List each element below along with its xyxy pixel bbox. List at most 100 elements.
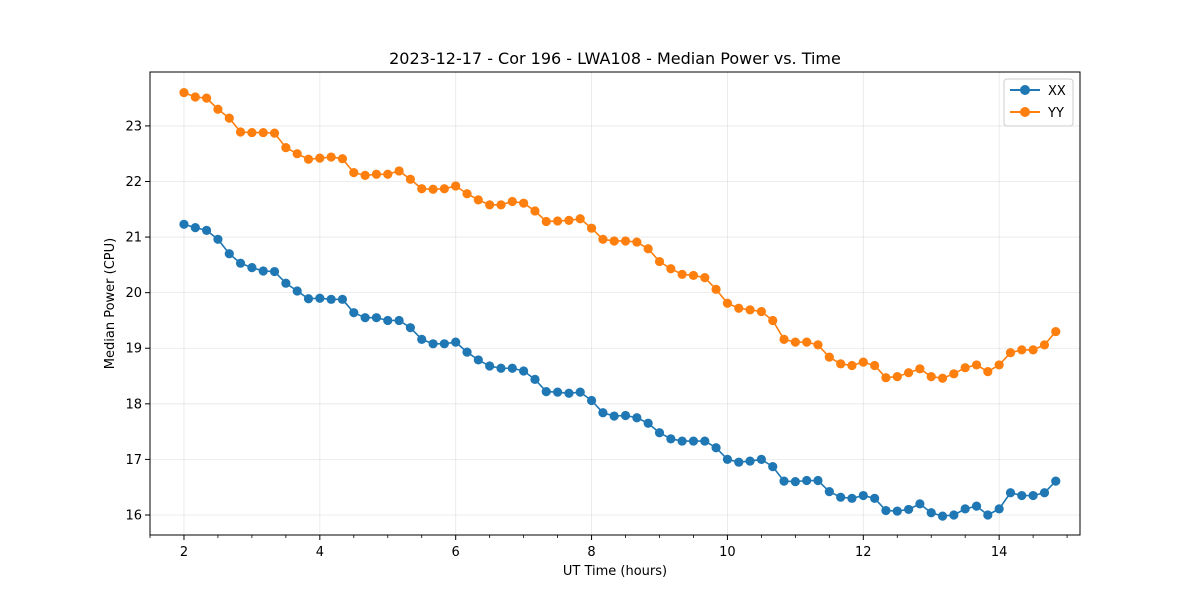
data-point-yy bbox=[870, 360, 880, 371]
y-tick-label: 19 bbox=[125, 342, 142, 357]
x-tick-label: 6 bbox=[452, 545, 460, 560]
x-tick-label: 8 bbox=[587, 545, 595, 560]
data-point-yy bbox=[745, 305, 755, 315]
data-point-xx bbox=[881, 505, 891, 516]
data-point-yy bbox=[1039, 340, 1050, 350]
data-point-yy bbox=[632, 237, 642, 247]
data-point-xx bbox=[394, 315, 404, 326]
data-point-yy bbox=[269, 128, 280, 138]
data-point-yy bbox=[485, 200, 495, 210]
data-point-yy bbox=[937, 373, 948, 383]
data-point-xx bbox=[519, 366, 529, 376]
data-point-yy bbox=[179, 87, 189, 98]
data-point-yy bbox=[756, 306, 767, 317]
data-point-xx bbox=[734, 457, 744, 467]
data-point-xx bbox=[428, 339, 438, 349]
data-point-yy bbox=[292, 149, 302, 159]
data-point-xx bbox=[349, 308, 359, 318]
data-point-xx bbox=[439, 339, 449, 349]
data-point-yy bbox=[428, 184, 438, 194]
data-point-yy bbox=[1028, 345, 1038, 355]
data-point-yy bbox=[802, 337, 812, 347]
data-point-xx bbox=[915, 499, 925, 509]
data-point-yy bbox=[960, 363, 970, 373]
data-point-yy bbox=[881, 373, 891, 383]
data-point-yy bbox=[971, 360, 982, 370]
data-point-yy bbox=[904, 368, 914, 378]
data-point-yy bbox=[417, 184, 427, 194]
data-point-xx bbox=[564, 388, 574, 398]
data-point-xx bbox=[383, 315, 393, 326]
data-point-xx bbox=[485, 361, 495, 371]
data-point-xx bbox=[654, 428, 665, 438]
data-point-xx bbox=[620, 410, 631, 421]
data-point-yy bbox=[315, 153, 325, 163]
data-point-xx bbox=[201, 225, 212, 236]
data-point-xx bbox=[768, 462, 778, 472]
data-point-xx bbox=[949, 510, 959, 520]
data-point-xx bbox=[473, 355, 483, 365]
data-point-xx bbox=[677, 436, 687, 446]
data-point-xx bbox=[292, 286, 302, 296]
data-point-xx bbox=[971, 501, 982, 511]
data-point-xx bbox=[190, 223, 200, 233]
data-point-yy bbox=[553, 216, 563, 226]
data-point-yy bbox=[847, 360, 857, 371]
data-point-xx bbox=[417, 334, 427, 344]
data-point-xx bbox=[1005, 488, 1016, 498]
data-point-yy bbox=[824, 352, 834, 362]
x-tick-label: 14 bbox=[991, 545, 1008, 560]
data-point-xx bbox=[553, 387, 563, 397]
data-point-xx bbox=[303, 294, 314, 304]
data-point-yy bbox=[688, 270, 699, 281]
data-point-xx bbox=[258, 266, 268, 276]
data-point-xx bbox=[315, 293, 325, 303]
data-point-xx bbox=[994, 504, 1004, 514]
data-point-xx bbox=[371, 313, 382, 323]
data-point-xx bbox=[247, 263, 257, 273]
legend-marker-yy bbox=[1020, 107, 1030, 117]
data-point-xx bbox=[224, 249, 234, 259]
data-point-yy bbox=[247, 127, 257, 138]
data-point-yy bbox=[462, 189, 472, 199]
data-point-yy bbox=[519, 198, 529, 208]
data-point-yy bbox=[190, 92, 200, 102]
data-point-yy bbox=[1051, 326, 1061, 337]
data-point-yy bbox=[654, 256, 665, 267]
data-point-yy bbox=[643, 244, 653, 254]
data-point-yy bbox=[609, 236, 619, 246]
data-point-yy bbox=[722, 298, 733, 308]
data-point-xx bbox=[496, 363, 506, 373]
data-point-yy bbox=[858, 357, 868, 367]
data-point-yy bbox=[326, 152, 336, 162]
x-tick-label: 12 bbox=[855, 545, 872, 560]
plot-frame bbox=[149, 71, 1081, 536]
data-point-yy bbox=[836, 359, 846, 369]
y-tick-label: 17 bbox=[125, 453, 142, 468]
data-point-yy bbox=[405, 174, 415, 184]
y-tick-label: 18 bbox=[125, 397, 142, 412]
data-point-xx bbox=[711, 443, 721, 453]
data-point-xx bbox=[575, 387, 585, 397]
data-point-xx bbox=[541, 387, 551, 397]
grid bbox=[150, 72, 1080, 535]
data-point-xx bbox=[847, 493, 857, 503]
y-axis: 16 17 18 19 20 21 22 23 bbox=[125, 119, 150, 523]
data-point-xx bbox=[235, 258, 246, 268]
series-layer bbox=[179, 87, 1061, 521]
data-point-xx bbox=[722, 454, 733, 465]
data-point-xx bbox=[598, 408, 608, 418]
data-point-yy bbox=[383, 169, 393, 179]
data-point-xx bbox=[326, 294, 336, 304]
data-point-yy bbox=[541, 216, 551, 227]
data-point-yy bbox=[337, 154, 348, 164]
data-point-xx bbox=[337, 294, 348, 304]
data-point-xx bbox=[858, 490, 868, 501]
data-point-yy bbox=[564, 215, 574, 225]
data-point-yy bbox=[371, 169, 382, 179]
data-point-yy bbox=[451, 181, 461, 191]
data-point-yy bbox=[949, 369, 959, 379]
data-point-yy bbox=[303, 154, 314, 164]
x-tick-label: 4 bbox=[316, 545, 324, 560]
